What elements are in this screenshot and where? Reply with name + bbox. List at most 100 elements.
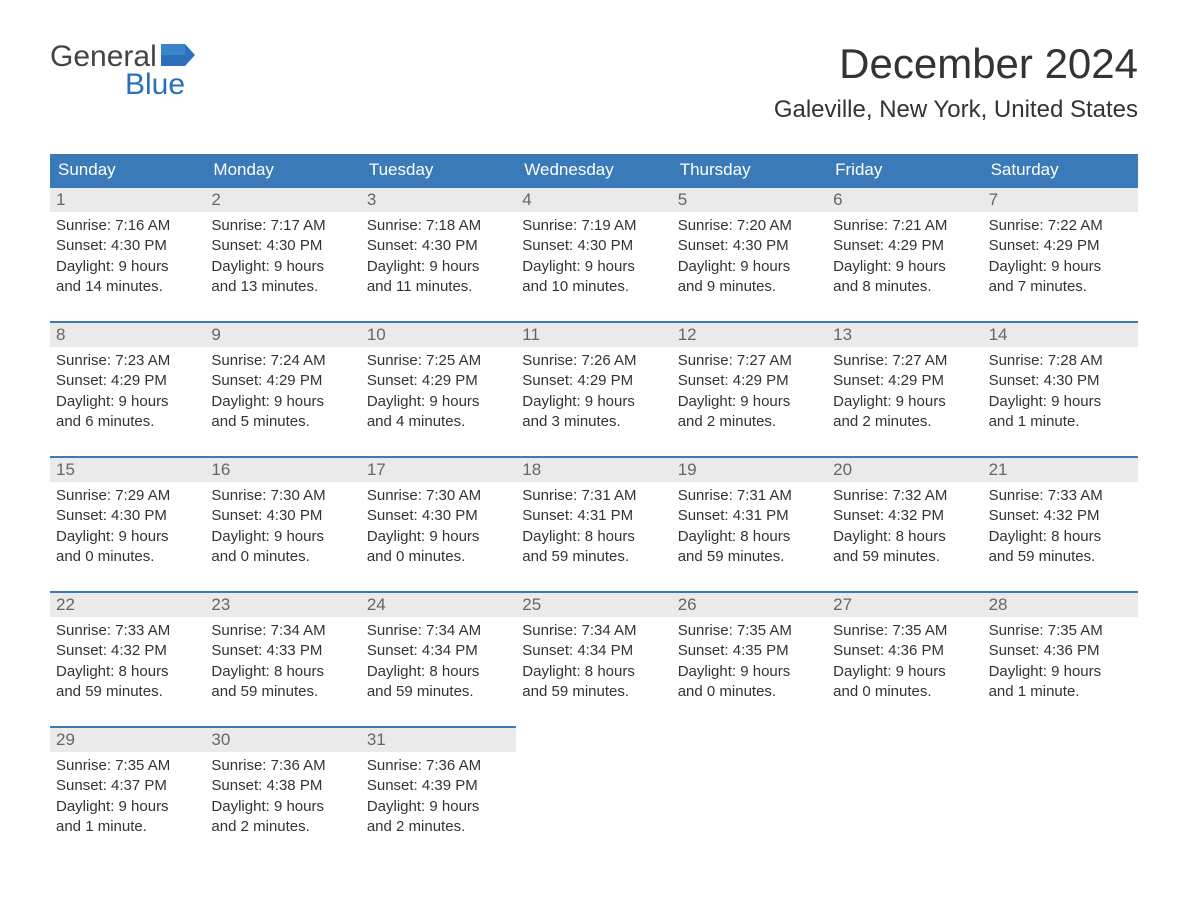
sunrise-line: Sunrise: 7:31 AM [678, 486, 821, 506]
d1-line: Daylight: 8 hours [211, 662, 354, 682]
sunrise-line: Sunrise: 7:27 AM [833, 351, 976, 371]
sunset-line: Sunset: 4:36 PM [833, 641, 976, 661]
d1-line: Daylight: 9 hours [56, 527, 199, 547]
day-data: Sunrise: 7:27 AMSunset: 4:29 PMDaylight:… [827, 347, 982, 432]
day-number: 19 [672, 456, 827, 482]
day-data: Sunrise: 7:29 AMSunset: 4:30 PMDaylight:… [50, 482, 205, 567]
calendar-cell: 18Sunrise: 7:31 AMSunset: 4:31 PMDayligh… [516, 456, 671, 591]
calendar-cell: 28Sunrise: 7:35 AMSunset: 4:36 PMDayligh… [983, 591, 1138, 726]
calendar-cell: 15Sunrise: 7:29 AMSunset: 4:30 PMDayligh… [50, 456, 205, 591]
calendar-cell: 17Sunrise: 7:30 AMSunset: 4:30 PMDayligh… [361, 456, 516, 591]
d2-line: and 59 minutes. [522, 682, 665, 702]
d1-line: Daylight: 8 hours [678, 527, 821, 547]
d2-line: and 8 minutes. [833, 277, 976, 297]
sunrise-line: Sunrise: 7:16 AM [56, 216, 199, 236]
calendar-cell [827, 726, 982, 861]
day-data: Sunrise: 7:35 AMSunset: 4:36 PMDaylight:… [983, 617, 1138, 702]
calendar-cell: 23Sunrise: 7:34 AMSunset: 4:33 PMDayligh… [205, 591, 360, 726]
calendar-cell: 4Sunrise: 7:19 AMSunset: 4:30 PMDaylight… [516, 186, 671, 321]
calendar-cell: 29Sunrise: 7:35 AMSunset: 4:37 PMDayligh… [50, 726, 205, 861]
d2-line: and 2 minutes. [678, 412, 821, 432]
d1-line: Daylight: 9 hours [678, 392, 821, 412]
d1-line: Daylight: 8 hours [522, 662, 665, 682]
d2-line: and 0 minutes. [56, 547, 199, 567]
d2-line: and 0 minutes. [678, 682, 821, 702]
sunset-line: Sunset: 4:29 PM [678, 371, 821, 391]
d1-line: Daylight: 8 hours [522, 527, 665, 547]
day-number: 30 [205, 726, 360, 752]
d1-line: Daylight: 9 hours [522, 257, 665, 277]
d1-line: Daylight: 9 hours [211, 527, 354, 547]
sunset-line: Sunset: 4:32 PM [989, 506, 1132, 526]
sunset-line: Sunset: 4:34 PM [367, 641, 510, 661]
day-number: 22 [50, 591, 205, 617]
d1-line: Daylight: 9 hours [211, 257, 354, 277]
day-data: Sunrise: 7:26 AMSunset: 4:29 PMDaylight:… [516, 347, 671, 432]
calendar-cell: 25Sunrise: 7:34 AMSunset: 4:34 PMDayligh… [516, 591, 671, 726]
calendar-cell: 9Sunrise: 7:24 AMSunset: 4:29 PMDaylight… [205, 321, 360, 456]
sunrise-line: Sunrise: 7:17 AM [211, 216, 354, 236]
calendar-cell: 30Sunrise: 7:36 AMSunset: 4:38 PMDayligh… [205, 726, 360, 861]
d2-line: and 59 minutes. [56, 682, 199, 702]
calendar-cell: 16Sunrise: 7:30 AMSunset: 4:30 PMDayligh… [205, 456, 360, 591]
d2-line: and 59 minutes. [211, 682, 354, 702]
d2-line: and 59 minutes. [678, 547, 821, 567]
day-data: Sunrise: 7:35 AMSunset: 4:35 PMDaylight:… [672, 617, 827, 702]
sunset-line: Sunset: 4:30 PM [211, 236, 354, 256]
day-data: Sunrise: 7:33 AMSunset: 4:32 PMDaylight:… [983, 482, 1138, 567]
calendar-cell: 22Sunrise: 7:33 AMSunset: 4:32 PMDayligh… [50, 591, 205, 726]
sunset-line: Sunset: 4:35 PM [678, 641, 821, 661]
calendar-cell: 6Sunrise: 7:21 AMSunset: 4:29 PMDaylight… [827, 186, 982, 321]
sunset-line: Sunset: 4:29 PM [833, 371, 976, 391]
calendar-cell: 3Sunrise: 7:18 AMSunset: 4:30 PMDaylight… [361, 186, 516, 321]
day-data: Sunrise: 7:16 AMSunset: 4:30 PMDaylight:… [50, 212, 205, 297]
calendar-cell: 1Sunrise: 7:16 AMSunset: 4:30 PMDaylight… [50, 186, 205, 321]
day-number: 9 [205, 321, 360, 347]
sunset-line: Sunset: 4:29 PM [56, 371, 199, 391]
sunset-line: Sunset: 4:38 PM [211, 776, 354, 796]
sunset-line: Sunset: 4:30 PM [367, 506, 510, 526]
sunset-line: Sunset: 4:30 PM [678, 236, 821, 256]
calendar-cell: 12Sunrise: 7:27 AMSunset: 4:29 PMDayligh… [672, 321, 827, 456]
d2-line: and 11 minutes. [367, 277, 510, 297]
d1-line: Daylight: 9 hours [56, 392, 199, 412]
sunrise-line: Sunrise: 7:22 AM [989, 216, 1132, 236]
d2-line: and 59 minutes. [833, 547, 976, 567]
sunrise-line: Sunrise: 7:25 AM [367, 351, 510, 371]
day-number: 11 [516, 321, 671, 347]
d2-line: and 10 minutes. [522, 277, 665, 297]
sunset-line: Sunset: 4:30 PM [522, 236, 665, 256]
d2-line: and 14 minutes. [56, 277, 199, 297]
d1-line: Daylight: 9 hours [989, 257, 1132, 277]
d2-line: and 13 minutes. [211, 277, 354, 297]
day-number: 12 [672, 321, 827, 347]
day-data: Sunrise: 7:30 AMSunset: 4:30 PMDaylight:… [205, 482, 360, 567]
d1-line: Daylight: 9 hours [367, 257, 510, 277]
d2-line: and 59 minutes. [989, 547, 1132, 567]
day-data: Sunrise: 7:19 AMSunset: 4:30 PMDaylight:… [516, 212, 671, 297]
day-data: Sunrise: 7:35 AMSunset: 4:36 PMDaylight:… [827, 617, 982, 702]
sunset-line: Sunset: 4:37 PM [56, 776, 199, 796]
day-number: 7 [983, 186, 1138, 212]
day-number: 13 [827, 321, 982, 347]
sunrise-line: Sunrise: 7:33 AM [56, 621, 199, 641]
sunrise-line: Sunrise: 7:34 AM [211, 621, 354, 641]
d1-line: Daylight: 8 hours [989, 527, 1132, 547]
sunset-line: Sunset: 4:36 PM [989, 641, 1132, 661]
d2-line: and 2 minutes. [211, 817, 354, 837]
sunrise-line: Sunrise: 7:34 AM [522, 621, 665, 641]
calendar-cell: 27Sunrise: 7:35 AMSunset: 4:36 PMDayligh… [827, 591, 982, 726]
day-label: Friday [827, 154, 982, 186]
day-number: 10 [361, 321, 516, 347]
day-data: Sunrise: 7:35 AMSunset: 4:37 PMDaylight:… [50, 752, 205, 837]
d1-line: Daylight: 8 hours [56, 662, 199, 682]
d1-line: Daylight: 9 hours [211, 392, 354, 412]
day-number: 28 [983, 591, 1138, 617]
calendar-cell: 8Sunrise: 7:23 AMSunset: 4:29 PMDaylight… [50, 321, 205, 456]
sunset-line: Sunset: 4:30 PM [211, 506, 354, 526]
d2-line: and 9 minutes. [678, 277, 821, 297]
day-number: 6 [827, 186, 982, 212]
sunrise-line: Sunrise: 7:19 AM [522, 216, 665, 236]
day-number: 16 [205, 456, 360, 482]
sunrise-line: Sunrise: 7:35 AM [833, 621, 976, 641]
